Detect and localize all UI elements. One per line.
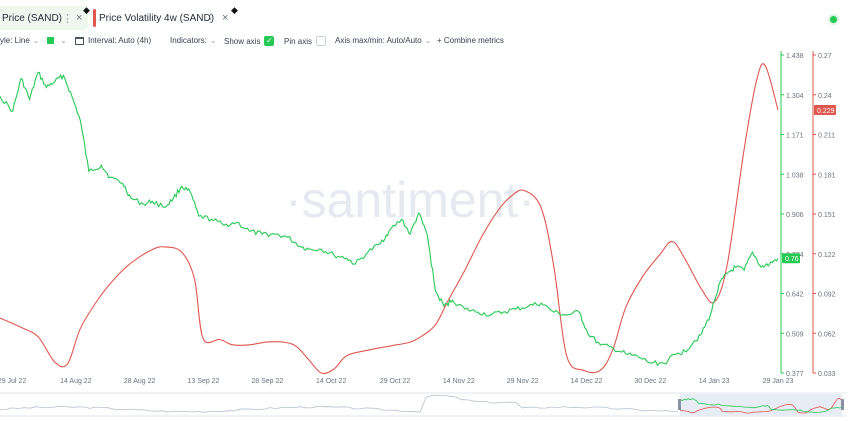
indicators-select[interactable]: Indicators: ⌄ (170, 36, 217, 45)
price-axis-tick-label: 1.038 (786, 172, 804, 179)
date-axis-tick-label: 29 Jul 22 (0, 378, 26, 385)
chart-area[interactable]: ·santiment· 1.4381.3041.1711.0380.9060.7… (0, 49, 850, 421)
combine-metrics-button[interactable]: + Combine metrics (437, 36, 504, 45)
date-axis: 29 Jul 22 14 Aug 22 28 Aug 22 13 Sep 22 28 S… (0, 378, 793, 385)
date-axis-tick-label: 14 Dec 22 (571, 378, 603, 385)
date-axis-tick-label: 14 Oct 22 (316, 378, 346, 385)
volatility-axis-tick-label: 0.122 (818, 252, 836, 259)
date-axis-tick-label: 30 Dec 22 (634, 378, 666, 385)
tab-volatility-label: Price Volatility 4w (SAND) (99, 12, 215, 24)
volatility-axis-tick-label: 0.27 (818, 53, 832, 60)
tab-volatility-sand[interactable]: Price Volatility 4w (SAND) ⋮ × (93, 6, 233, 30)
series-layer (0, 63, 779, 375)
diamond-icon: ◆ (83, 5, 90, 15)
axis-max-min-select[interactable]: Axis max/min: Auto/Auto ⌄ (335, 36, 431, 45)
date-axis-tick-label: 29 Jan 23 (763, 378, 794, 385)
price-line (0, 71, 779, 367)
volatility-axis-tick-label: 0.062 (818, 331, 836, 338)
interval-label: Interval: Auto (4h) (88, 36, 152, 45)
volatility-last-value-label: 0.229 (817, 108, 835, 115)
chevron-down-icon: ⌄ (209, 36, 217, 45)
indicators-label: Indicators: (170, 36, 207, 45)
navigator-volatility-line (679, 397, 843, 414)
volatility-axis: 0.27 0.24 0.211 0.181 0.151 0.122 0.092 0.062 0.… (812, 51, 836, 378)
pin-axis-toggle[interactable]: Pin axis (284, 36, 327, 46)
navigator-left-handle[interactable] (678, 399, 681, 410)
volatility-axis-tick-label: 0.092 (818, 292, 836, 299)
chevron-down-icon: ⌄ (424, 36, 432, 45)
price-axis-tick-label: 1.171 (786, 133, 804, 140)
interval-select[interactable]: Interval: Auto (4h) (75, 36, 151, 45)
more-icon[interactable]: ⋮ (205, 12, 216, 25)
combine-metrics-label: + Combine metrics (437, 36, 504, 45)
volatility-line (0, 63, 779, 375)
tab-price-sand[interactable]: Price (SAND) ⋮ × (0, 6, 88, 30)
show-axis-label: Show axis (224, 36, 261, 46)
show-axis-toggle[interactable]: Show axis ✓ (224, 36, 275, 46)
metric-tabs: Price (SAND) ⋮ × ◆ Price Volatility 4w (… (0, 0, 850, 34)
date-axis-tick-label: 14 Jan 23 (699, 378, 730, 385)
color-swatch (47, 37, 54, 44)
range-navigator[interactable] (0, 392, 846, 417)
volatility-axis-tick-label: 0.151 (818, 212, 836, 219)
tab-price-label: Price (SAND) (2, 12, 63, 24)
price-axis-tick-label: 0.509 (786, 331, 804, 338)
chart-toolbar: yle: Line ⌄ ⌄ Interval: Auto (4h) Indica… (0, 33, 850, 49)
calendar-icon (75, 36, 84, 45)
last-value-badges: 0.76 0.229 (782, 105, 836, 264)
date-axis-tick-label: 28 Sep 22 (251, 378, 283, 385)
price-axis-tick-label: 0.642 (786, 292, 804, 299)
volatility-axis-tick-label: 0.181 (818, 172, 836, 179)
price-last-value-badge (782, 253, 800, 264)
live-status-dot (830, 16, 837, 23)
price-axis-tick-label: 0.377 (786, 371, 804, 378)
price-axis-tick-label: 1.438 (786, 53, 804, 60)
navigator-history-line (0, 394, 679, 413)
date-axis-tick-label: 14 Aug 22 (60, 378, 92, 385)
volatility-axis-tick-label: 0.033 (818, 371, 836, 378)
price-axis-tick-label: 0.906 (786, 212, 804, 219)
price-last-value-label: 0.76 (785, 256, 799, 263)
santiment-watermark: ·santiment· (285, 172, 535, 228)
color-select[interactable]: ⌄ (47, 36, 67, 45)
date-axis-tick-label: 29 Oct 22 (380, 378, 410, 385)
chevron-down-icon: ⌄ (32, 36, 40, 45)
style-label: yle: Line (0, 36, 30, 45)
close-icon[interactable]: × (76, 12, 83, 24)
axis-max-min-label: Axis max/min: Auto/Auto (335, 36, 422, 45)
check-icon[interactable]: ✓ (264, 36, 275, 46)
close-icon[interactable]: × (222, 12, 229, 24)
date-axis-tick-label: 13 Sep 22 (188, 378, 220, 385)
navigator-price-line (679, 398, 843, 413)
volatility-last-value-badge (814, 105, 836, 116)
pin-axis-label: Pin axis (284, 36, 313, 46)
date-axis-tick-label: 28 Aug 22 (124, 378, 156, 385)
diamond-icon: ◆ (231, 5, 238, 15)
price-axis-tick-label: 1.304 (786, 93, 804, 100)
style-select[interactable]: yle: Line ⌄ (0, 36, 40, 45)
date-axis-tick-label: 29 Nov 22 (507, 378, 539, 385)
chevron-down-icon: ⌄ (60, 36, 67, 45)
volatility-axis-tick-label: 0.211 (818, 133, 835, 140)
date-axis-tick-label: 14 Nov 22 (443, 378, 475, 385)
price-axis: 1.4381.3041.1711.0380.9060.7740.6420.509… (780, 51, 804, 378)
more-icon[interactable]: ⋮ (62, 12, 73, 25)
navigator-right-handle[interactable] (841, 399, 844, 410)
pin-axis-checkbox[interactable] (316, 36, 327, 46)
volatility-axis-tick-label: 0.24 (818, 93, 832, 100)
tab-color-marker (93, 9, 96, 27)
